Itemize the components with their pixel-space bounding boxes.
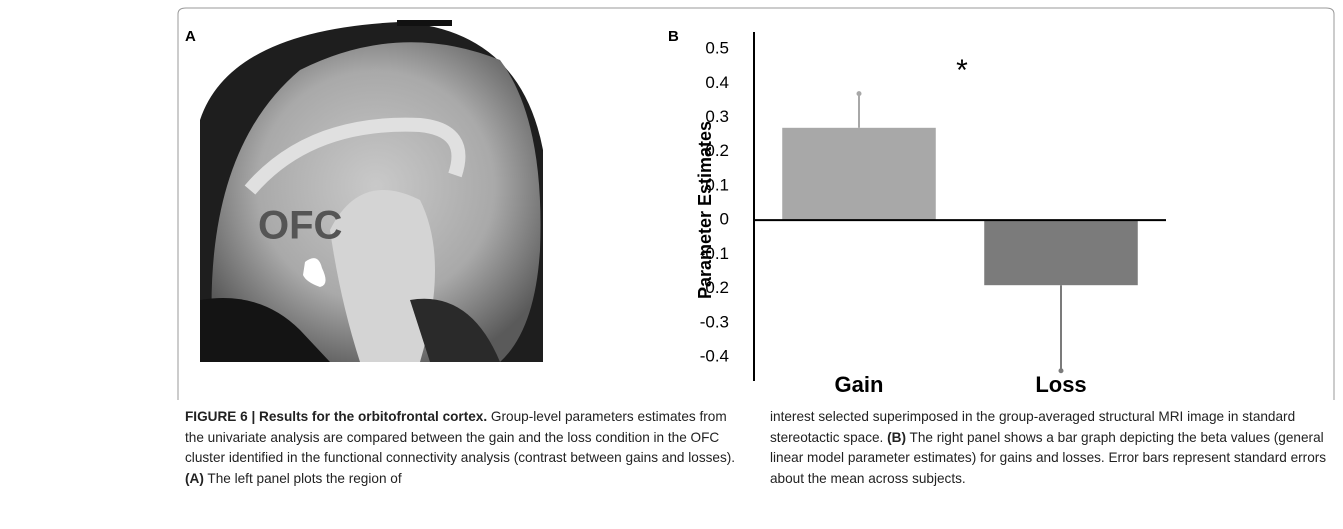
- error-cap: [857, 91, 862, 96]
- y-tick-label: 0.2: [705, 141, 729, 160]
- region-label: OFC: [258, 204, 342, 248]
- y-tick-label: 0.1: [705, 175, 729, 194]
- bar: [782, 128, 936, 220]
- caption-title: FIGURE 6 | Results for the orbitofrontal…: [185, 409, 487, 424]
- y-tick-label: -0.2: [700, 278, 729, 297]
- caption-ref: (B): [887, 430, 906, 445]
- y-tick-label: -0.3: [700, 312, 729, 331]
- panel-label: B: [668, 28, 679, 45]
- y-tick-label: 0.5: [705, 39, 729, 58]
- caption-column: interest selected superimposed in the gr…: [770, 407, 1330, 489]
- y-tick-label: 0: [720, 210, 729, 229]
- y-tick-label: -0.1: [700, 244, 729, 263]
- y-tick-label: 0.4: [705, 73, 729, 92]
- x-tick-label: Gain: [835, 372, 884, 397]
- x-tick-label: Loss: [1035, 372, 1086, 397]
- bar: [984, 220, 1138, 285]
- brain-image: [200, 20, 543, 362]
- figure: A OFC B Parameter Estimates * 0.50.40.30…: [0, 0, 1343, 400]
- caption-column: FIGURE 6 | Results for the orbitofrontal…: [185, 407, 745, 489]
- panel-label: A: [185, 28, 196, 45]
- y-tick-label: -0.4: [700, 347, 729, 366]
- page: A OFC B Parameter Estimates * 0.50.40.30…: [0, 0, 1343, 529]
- y-tick-label: 0.3: [705, 107, 729, 126]
- caption-ref: (A): [185, 471, 204, 486]
- significance-marker: *: [956, 54, 968, 87]
- caption-text: The left panel plots the region of: [204, 471, 402, 486]
